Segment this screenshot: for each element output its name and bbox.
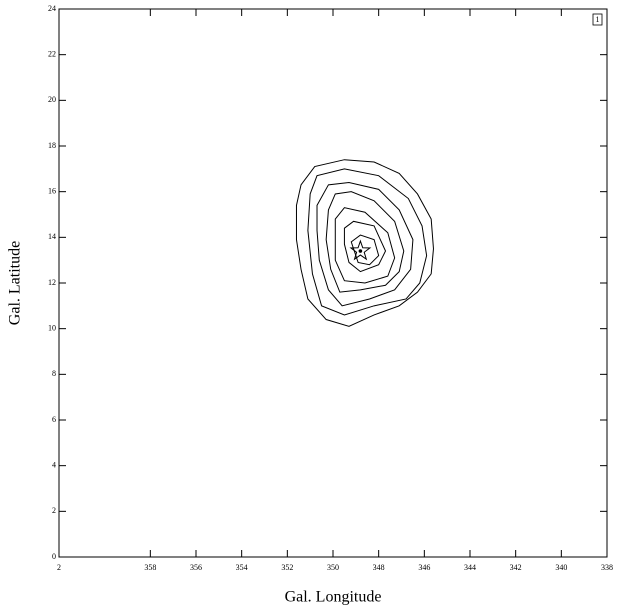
y-tick-label: 8 — [52, 369, 56, 378]
panel-label-box — [592, 13, 603, 26]
x-tick-label: 2 — [57, 563, 61, 572]
y-tick-label: 0 — [52, 552, 56, 561]
y-axis-title: Gal. Latitude — [7, 241, 24, 325]
source-dot — [358, 249, 363, 253]
y-tick-label: 2 — [52, 506, 56, 515]
x-tick-label: 342 — [510, 563, 522, 572]
contour-line — [334, 207, 396, 284]
y-tick-label: 18 — [48, 141, 56, 150]
x-tick-label: 346 — [418, 563, 430, 572]
contour-line — [343, 220, 387, 273]
x-tick-label: 354 — [236, 563, 248, 572]
y-tick-label: 12 — [48, 278, 56, 287]
y-tick-label: 20 — [48, 95, 56, 104]
contour-line — [325, 191, 405, 293]
panel-label: 1 — [596, 15, 600, 24]
y-tick-label: 6 — [52, 415, 56, 424]
x-tick-label: 338 — [601, 563, 613, 572]
plot-frame — [58, 8, 608, 558]
x-tick-label: 352 — [281, 563, 293, 572]
source-star — [349, 239, 372, 261]
y-tick-label: 4 — [52, 460, 56, 469]
y-tick-label: 16 — [48, 186, 56, 195]
x-tick-label: 350 — [327, 563, 339, 572]
y-tick-label: 14 — [48, 232, 56, 241]
y-tick-label: 22 — [48, 49, 56, 58]
y-tick-label: 24 — [48, 4, 56, 13]
x-tick-label: 356 — [190, 563, 202, 572]
x-tick-label: 348 — [373, 563, 385, 572]
contour-line — [307, 168, 428, 316]
x-tick-label: 344 — [464, 563, 476, 572]
x-axis-title: Gal. Longitude — [285, 589, 382, 606]
x-tick-label: 358 — [144, 563, 156, 572]
contour-line — [350, 234, 380, 266]
contour-line — [316, 182, 414, 307]
contour-line — [295, 159, 434, 327]
x-tick-label: 340 — [555, 563, 567, 572]
y-tick-label: 10 — [48, 323, 56, 332]
